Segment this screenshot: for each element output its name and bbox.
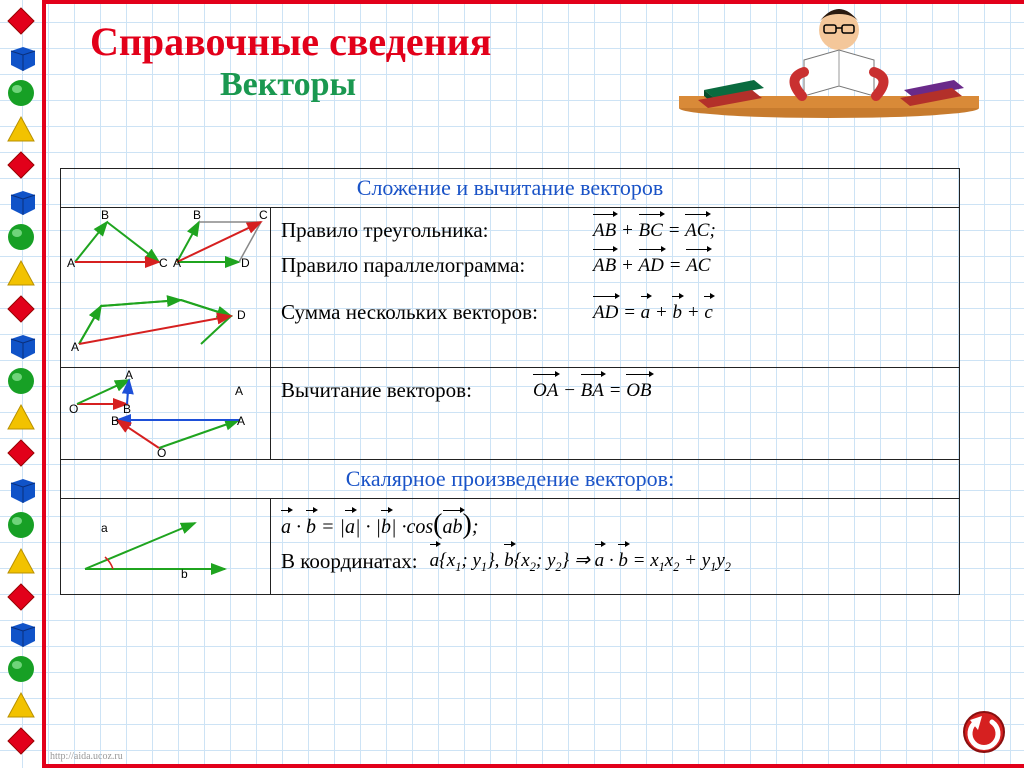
pt-Ds: D (237, 308, 246, 322)
pt-C2: C (259, 208, 268, 222)
footer-url: http://aida.ucoz.ru (50, 751, 123, 762)
diagram-cell-addition: A B C A B C D A D (61, 208, 271, 367)
rule-parallelogram-formula: AB + AD = AC (593, 255, 710, 277)
sidebar-shape-diamond (4, 580, 38, 614)
pt-Asub: A (125, 368, 133, 382)
sidebar-shape-circle (4, 76, 38, 110)
pt-O2: O (157, 446, 166, 460)
sidebar-shape-diamond (4, 292, 38, 326)
sidebar-shape-circle (4, 652, 38, 686)
rule-sum-formula: AD = a + b + c (593, 302, 713, 324)
subtract-diagram-1 (69, 374, 199, 414)
sidebar-shape-circle (4, 220, 38, 254)
sidebar-shape-cube (4, 184, 38, 218)
sidebar-shape-triangle (4, 544, 38, 578)
pt-C: C (159, 256, 168, 270)
sum-diagram (71, 286, 261, 356)
rule-subtract-label: Вычитание векторов: (281, 378, 521, 403)
shapes-sidebar (0, 0, 42, 768)
pt-Asub3: A (237, 414, 245, 428)
parallelogram-diagram (171, 214, 267, 270)
pt-Bsub2: B (111, 414, 119, 428)
sidebar-shape-triangle (4, 688, 38, 722)
reading-boy-illustration (664, 0, 994, 120)
back-button[interactable] (962, 710, 1006, 754)
dot-coords-label: В координатах: (281, 549, 418, 574)
sidebar-shape-triangle (4, 112, 38, 146)
rule-parallelogram-label: Правило параллелограмма: (281, 253, 581, 278)
rule-triangle-formula: AB + BC = AC; (593, 220, 716, 242)
pt-A2: A (173, 256, 181, 270)
pt-A: A (67, 256, 75, 270)
pt-B: B (101, 208, 109, 222)
sidebar-shape-triangle (4, 400, 38, 434)
diagram-cell-dot: a b (61, 499, 271, 594)
reference-table: Сложение и вычитание векторов A B C (60, 168, 960, 595)
pt-B2: B (193, 208, 201, 222)
rule-sum-label: Сумма нескольких векторов: (281, 300, 581, 325)
sidebar-shape-diamond (4, 148, 38, 182)
sidebar-shape-circle (4, 364, 38, 398)
pt-O: O (69, 402, 78, 416)
diagram-cell-subtract: O B A A B A O (61, 368, 271, 459)
sidebar-shape-diamond (4, 4, 38, 38)
sidebar-shape-cube (4, 40, 38, 74)
rules-cell-addition: Правило треугольника: AB + BC = AC; Прав… (271, 208, 959, 367)
sidebar-shape-diamond (4, 436, 38, 470)
pt-Asub2: A (235, 384, 243, 398)
pt-D2: D (241, 256, 250, 270)
rule-subtract-formula: OA − BA = OB (533, 380, 652, 402)
sidebar-shape-circle (4, 508, 38, 542)
rule-triangle-label: Правило треугольника: (281, 218, 581, 243)
pt-a: a (101, 521, 108, 535)
rule-subtract: Вычитание векторов: OA − BA = OB (281, 378, 949, 403)
pt-b: b (181, 567, 188, 581)
sidebar-shape-cube (4, 472, 38, 506)
rule-parallelogram: Правило параллелограмма: AB + AD = AC (281, 253, 949, 278)
pt-As: A (71, 340, 79, 354)
sidebar-shape-cube (4, 616, 38, 650)
sidebar-shape-diamond (4, 724, 38, 758)
page-subtitle: Векторы (220, 66, 356, 104)
dot-formula-1: a · b = |a| · |b| ·cos(ab); (281, 509, 949, 541)
section-header-addition: Сложение и вычитание векторов (61, 169, 959, 207)
rule-triangle: Правило треугольника: AB + BC = AC; (281, 218, 949, 243)
sidebar-shape-cube (4, 328, 38, 362)
dot-coords-formula: a{x1; y1}, b{x2; y2} ⇒ a · b = x1x2 + y1… (430, 549, 731, 575)
sidebar-shape-triangle (4, 256, 38, 290)
rules-cell-dot: a · b = |a| · |b| ·cos(ab); В координата… (271, 499, 959, 594)
rule-sum: Сумма нескольких векторов: AD = a + b + … (281, 300, 949, 325)
section-header-dotproduct: Скалярное произведение векторов: (61, 460, 959, 498)
triangle-diagram (67, 214, 167, 270)
dot-coords: В координатах: a{x1; y1}, b{x2; y2} ⇒ a … (281, 549, 949, 575)
page-title: Справочные сведения (90, 18, 491, 65)
rules-cell-subtract: Вычитание векторов: OA − BA = OB (271, 368, 959, 459)
